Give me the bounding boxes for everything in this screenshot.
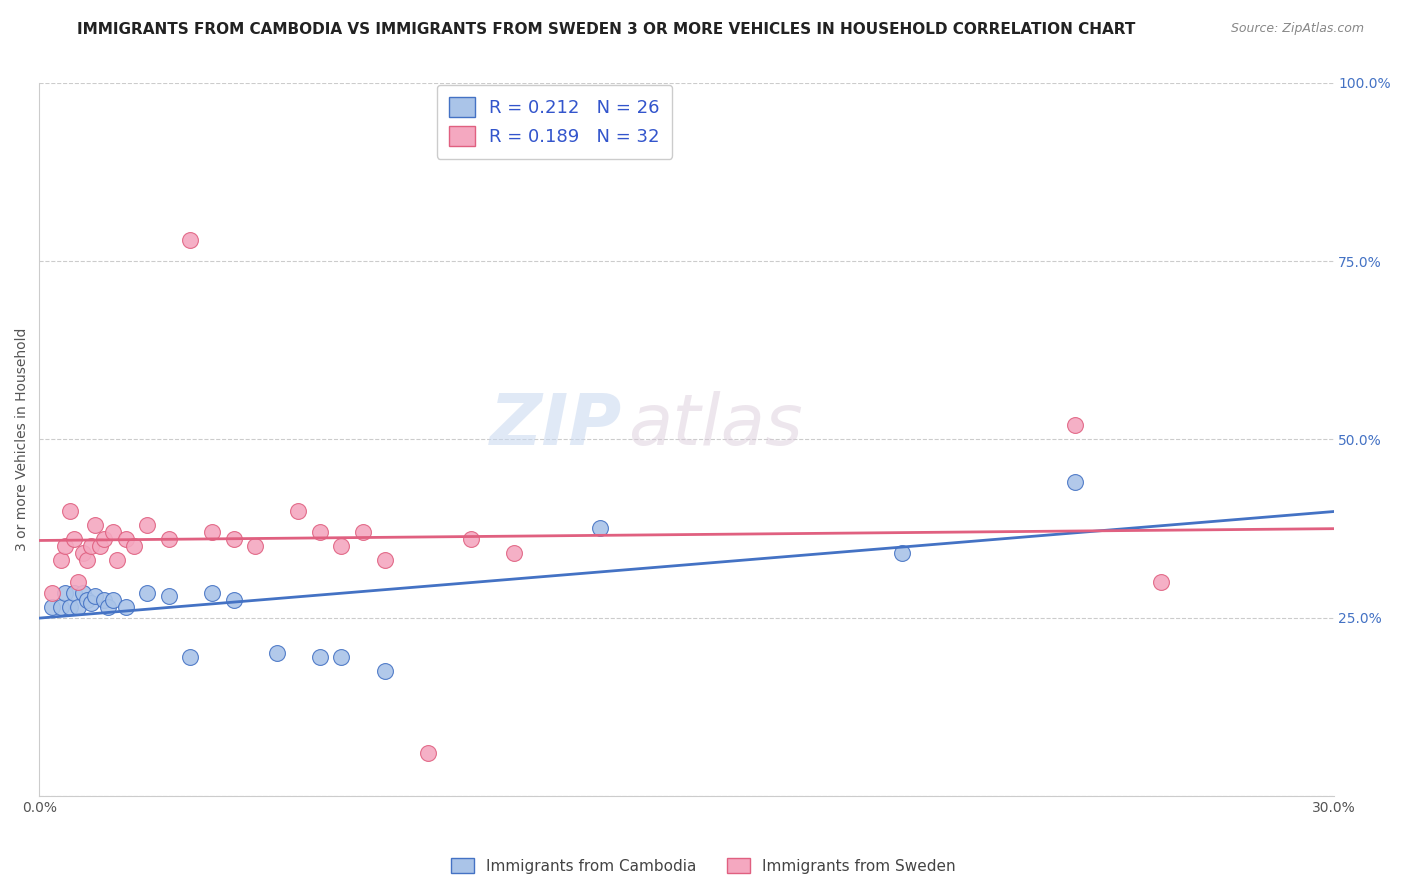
Point xyxy=(124,539,146,553)
Point xyxy=(84,517,107,532)
Point xyxy=(1063,475,1085,489)
Point xyxy=(891,546,914,560)
Point xyxy=(503,546,526,560)
Point xyxy=(97,599,120,614)
Point xyxy=(59,599,82,614)
Point xyxy=(67,599,90,614)
Point xyxy=(157,589,180,603)
Point xyxy=(201,524,224,539)
Y-axis label: 3 or more Vehicles in Household: 3 or more Vehicles in Household xyxy=(15,327,30,551)
Point xyxy=(93,532,115,546)
Point xyxy=(63,585,86,599)
Point xyxy=(101,524,124,539)
Point xyxy=(157,532,180,546)
Point xyxy=(1150,574,1173,589)
Text: atlas: atlas xyxy=(628,391,803,459)
Point xyxy=(136,585,159,599)
Point xyxy=(1063,418,1085,433)
Point xyxy=(201,585,224,599)
Point xyxy=(589,521,612,535)
Point xyxy=(72,585,94,599)
Point xyxy=(80,596,103,610)
Point xyxy=(76,553,98,567)
Point xyxy=(114,532,136,546)
Point xyxy=(67,574,90,589)
Point xyxy=(287,503,309,517)
Legend: Immigrants from Cambodia, Immigrants from Sweden: Immigrants from Cambodia, Immigrants fro… xyxy=(444,852,962,880)
Point xyxy=(308,649,330,664)
Point xyxy=(89,539,111,553)
Point xyxy=(222,532,245,546)
Point xyxy=(373,553,395,567)
Point xyxy=(222,592,245,607)
Point xyxy=(41,585,63,599)
Text: IMMIGRANTS FROM CAMBODIA VS IMMIGRANTS FROM SWEDEN 3 OR MORE VEHICLES IN HOUSEHO: IMMIGRANTS FROM CAMBODIA VS IMMIGRANTS F… xyxy=(77,22,1136,37)
Point xyxy=(49,553,72,567)
Point xyxy=(136,517,159,532)
Point xyxy=(330,539,353,553)
Text: Source: ZipAtlas.com: Source: ZipAtlas.com xyxy=(1230,22,1364,36)
Point xyxy=(243,539,266,553)
Point xyxy=(330,649,353,664)
Point xyxy=(101,592,124,607)
Point xyxy=(308,524,330,539)
Point xyxy=(460,532,482,546)
Point xyxy=(84,589,107,603)
Point xyxy=(76,592,98,607)
Point xyxy=(105,553,128,567)
Point xyxy=(416,746,439,760)
Point xyxy=(352,524,374,539)
Legend: R = 0.212   N = 26, R = 0.189   N = 32: R = 0.212 N = 26, R = 0.189 N = 32 xyxy=(437,85,672,159)
Point xyxy=(80,539,103,553)
Point xyxy=(63,532,86,546)
Point xyxy=(53,585,76,599)
Point xyxy=(114,599,136,614)
Text: ZIP: ZIP xyxy=(489,391,621,459)
Point xyxy=(179,649,201,664)
Point xyxy=(373,664,395,678)
Point xyxy=(266,646,288,660)
Point xyxy=(72,546,94,560)
Point xyxy=(93,592,115,607)
Point xyxy=(49,599,72,614)
Point xyxy=(59,503,82,517)
Point xyxy=(53,539,76,553)
Point xyxy=(41,599,63,614)
Point xyxy=(179,233,201,247)
